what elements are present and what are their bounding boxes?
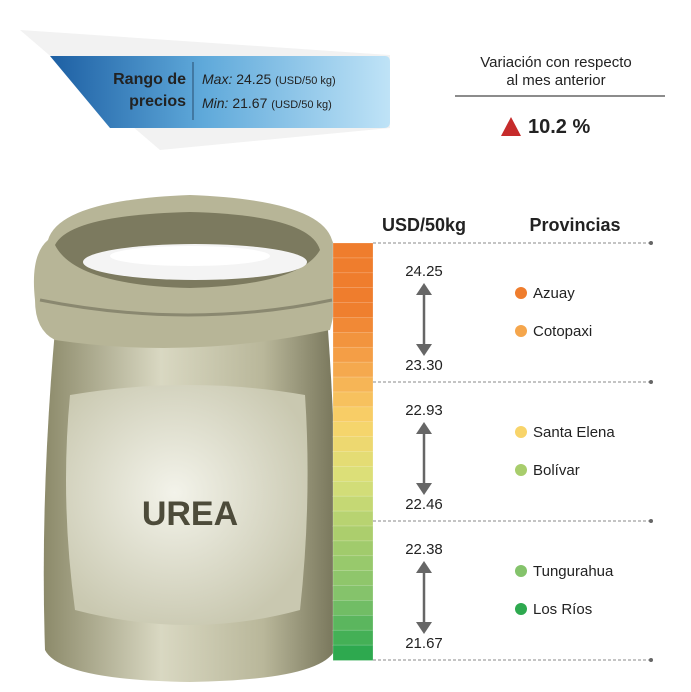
price-high: 22.38 — [405, 541, 443, 558]
separator-dot — [649, 658, 653, 662]
stripe — [333, 586, 373, 601]
stripe — [333, 630, 373, 645]
price-low: 22.46 — [405, 496, 443, 513]
up-triangle — [501, 117, 521, 136]
province-bullet — [515, 287, 527, 299]
stripe — [333, 258, 373, 273]
color-scale — [333, 243, 373, 661]
stripe — [333, 347, 373, 362]
arrow-head — [416, 422, 432, 434]
stripe — [333, 377, 373, 392]
province-bullet — [515, 603, 527, 615]
separator-dot — [649, 519, 653, 523]
stripe — [333, 288, 373, 303]
province-name: Bolívar — [533, 462, 580, 479]
price-high: 24.25 — [405, 263, 443, 280]
arrow-head — [416, 561, 432, 573]
stripe — [333, 466, 373, 481]
province-bullet — [515, 426, 527, 438]
range-title: Rango de — [113, 71, 186, 88]
stripe — [333, 481, 373, 496]
arrow-head — [416, 344, 432, 356]
price-low: 23.30 — [405, 357, 443, 374]
variation-title: Variación con respecto — [480, 54, 631, 71]
province-name: Azuay — [533, 285, 575, 302]
stripe — [333, 362, 373, 377]
max-label: Max: — [202, 71, 232, 87]
stripe — [333, 600, 373, 615]
stripe — [333, 645, 373, 660]
infographic: Rango de precios Max: 24.25 (USD/50 kg) … — [0, 0, 691, 687]
min-value: 21.67 — [232, 95, 267, 111]
min-label: Min: — [202, 95, 229, 111]
stripe — [333, 303, 373, 318]
sack — [34, 195, 338, 682]
variation-title: al mes anterior — [506, 72, 605, 89]
stripe — [333, 437, 373, 452]
column-header: USD/50kg — [382, 215, 466, 235]
stripe — [333, 332, 373, 347]
price-low: 21.67 — [405, 635, 443, 652]
separator-dot — [649, 241, 653, 245]
province-name: Santa Elena — [533, 424, 615, 441]
variation-value: 10.2 % — [528, 116, 590, 138]
column-header: Provincias — [529, 215, 620, 235]
stripe — [333, 273, 373, 288]
max-value: 24.25 — [236, 71, 271, 87]
stripe — [333, 526, 373, 541]
province-name: Los Ríos — [533, 601, 592, 618]
range-title: precios — [129, 93, 186, 110]
product-label: UREA — [142, 495, 238, 533]
separator-dot — [649, 380, 653, 384]
stripe — [333, 496, 373, 511]
stripe — [333, 556, 373, 571]
arrow-head — [416, 622, 432, 634]
province-name: Tungurahua — [533, 563, 614, 580]
stripe — [333, 615, 373, 630]
arrow-head — [416, 483, 432, 495]
stripe — [333, 541, 373, 556]
province-bullet — [515, 325, 527, 337]
unit: (USD/50 kg) — [275, 75, 336, 87]
stripe — [333, 407, 373, 422]
stripe — [333, 392, 373, 407]
stripe — [333, 452, 373, 467]
stripe — [333, 422, 373, 437]
stripe — [333, 571, 373, 586]
stripe — [333, 317, 373, 332]
stripe — [333, 511, 373, 526]
province-bullet — [515, 464, 527, 476]
province-bullet — [515, 565, 527, 577]
unit: (USD/50 kg) — [271, 99, 332, 111]
banner — [50, 56, 390, 128]
province-name: Cotopaxi — [533, 323, 592, 340]
price-high: 22.93 — [405, 402, 443, 419]
stripe — [333, 243, 373, 258]
arrow-head — [416, 283, 432, 295]
